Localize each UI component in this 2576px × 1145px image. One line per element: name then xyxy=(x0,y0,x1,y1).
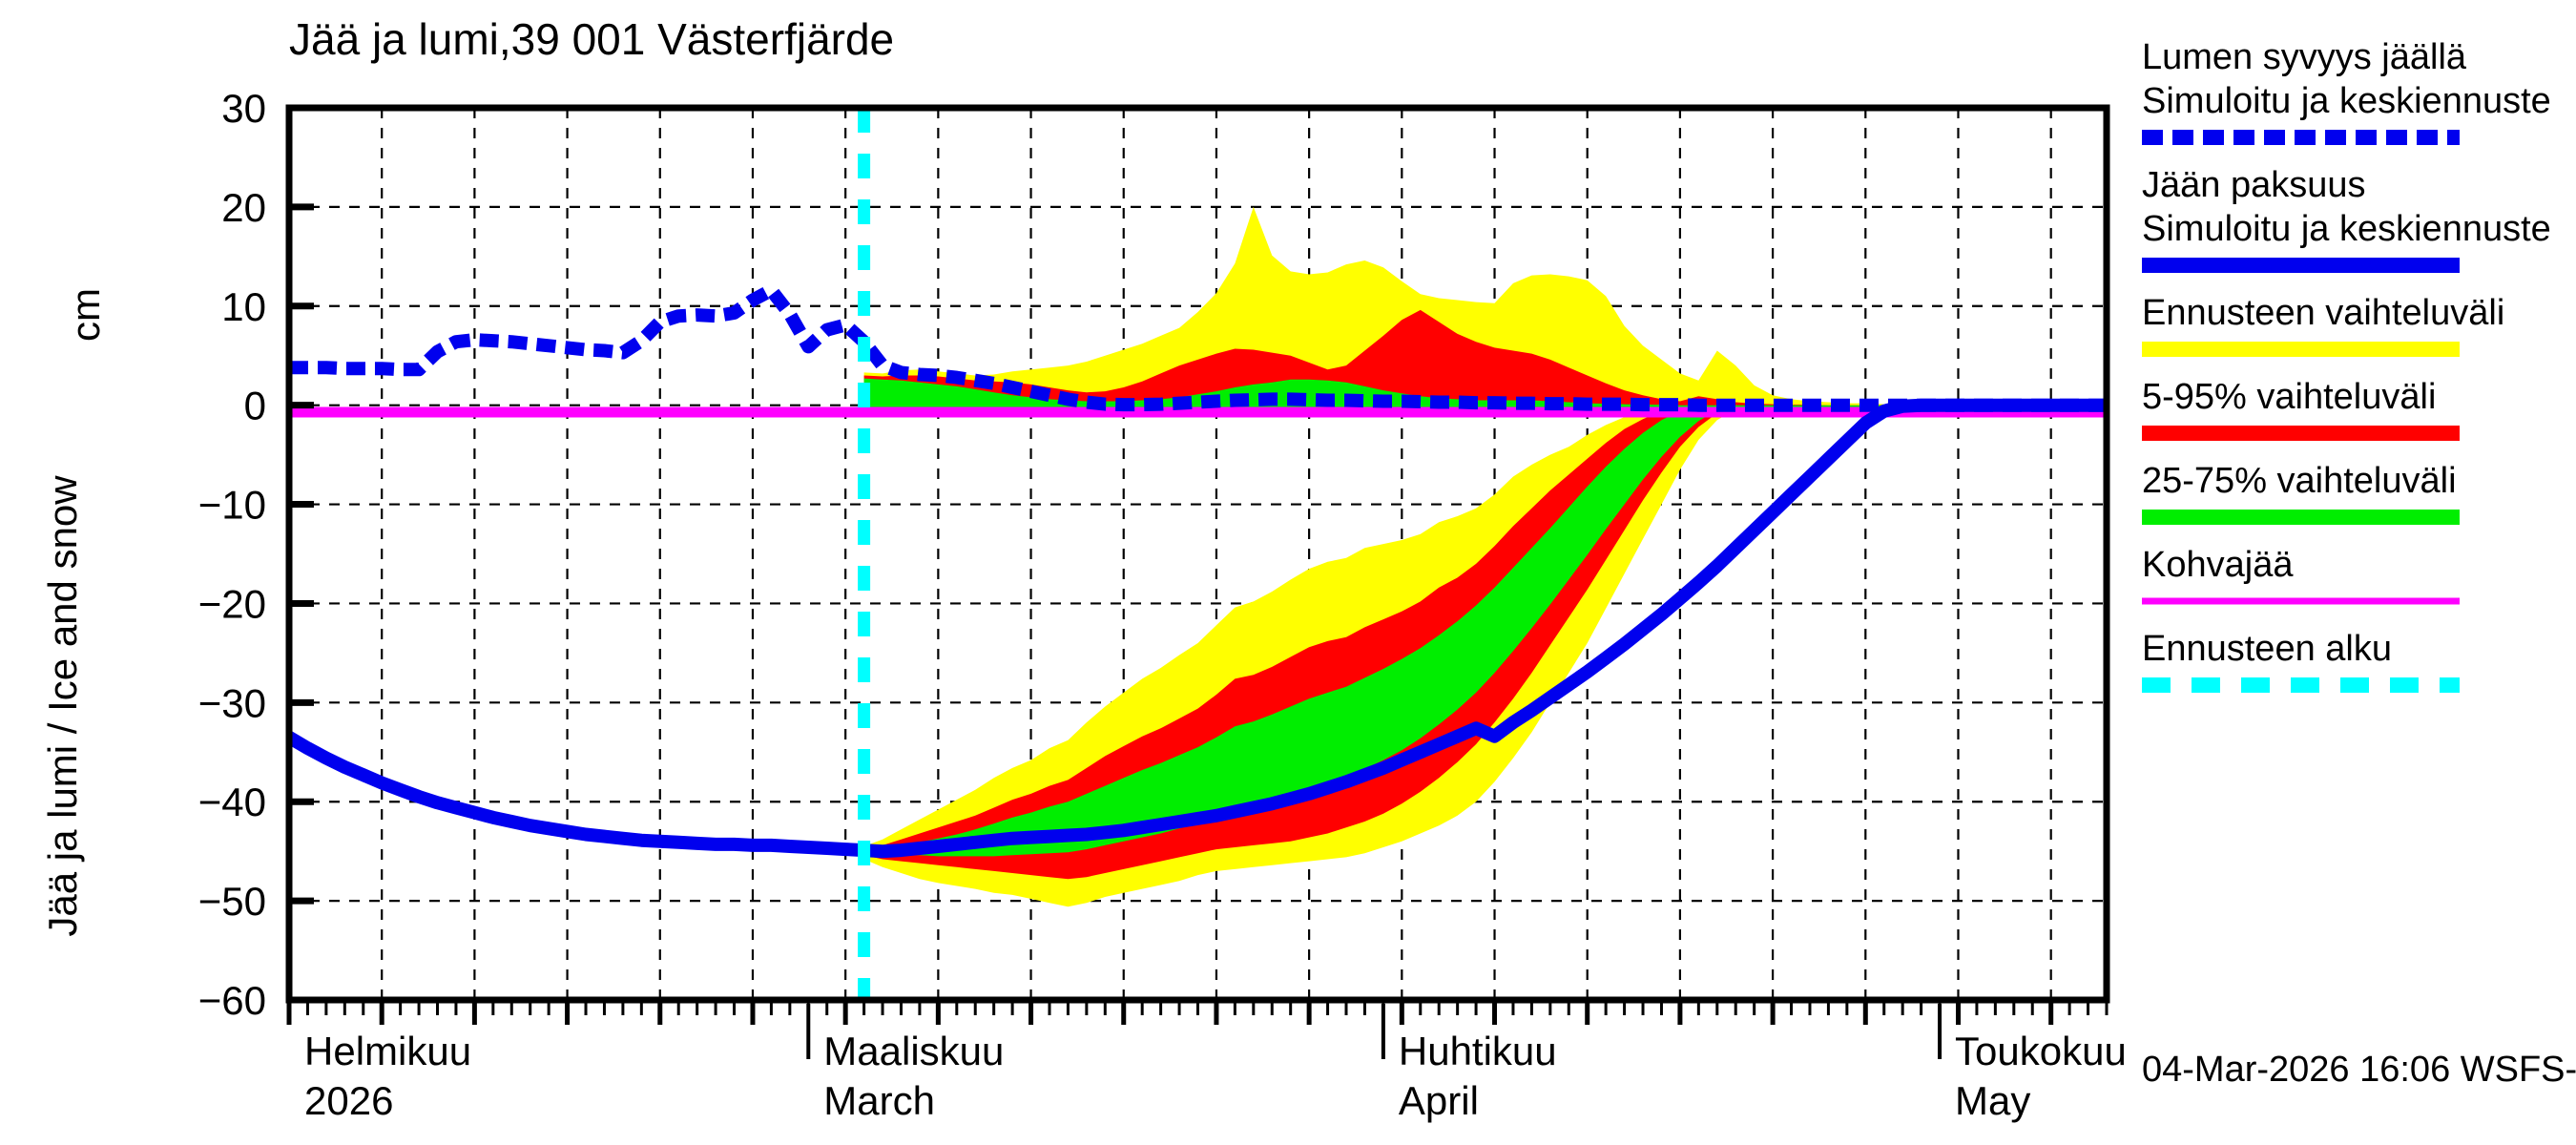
legend-subtitle: Simuloitu ja keskiennuste xyxy=(2142,209,2551,249)
snow-band xyxy=(863,206,2107,408)
legend-title: 5-95% vaihteluväli xyxy=(2142,377,2436,417)
legend-subtitle: Simuloitu ja keskiennuste xyxy=(2142,81,2551,121)
y-tick-label: −50 xyxy=(198,879,266,924)
footer-timestamp: 04-Mar-2026 16:06 WSFS-P xyxy=(2142,1050,2576,1090)
y-tick-label: 10 xyxy=(221,284,266,329)
legend-title: 25-75% vaihteluväli xyxy=(2142,461,2457,501)
y-axis-label: Jää ja lumi / Ice and snow cm xyxy=(40,288,108,937)
x-month-label-fi: Toukokuu xyxy=(1955,1029,2127,1073)
y-tick-label: 20 xyxy=(221,185,266,230)
page-title: Jää ja lumi,39 001 Västerfjärde xyxy=(289,14,894,64)
x-month-label-fi: Maaliskuu xyxy=(823,1029,1004,1073)
y-tick-label: −40 xyxy=(198,780,266,824)
legend-title: Jään paksuus xyxy=(2142,165,2366,205)
x-axis-ticks: Helmikuu 2026 Maaliskuu March Huhtikuu April T… xyxy=(286,1000,2127,1123)
series-lines xyxy=(285,283,2107,859)
ice-band xyxy=(863,405,1922,880)
x-month-label-fi: Helmikuu xyxy=(304,1029,471,1073)
x-month-label-fi: Huhtikuu xyxy=(1399,1029,1557,1073)
y-tick-label: −60 xyxy=(198,978,266,1023)
x-month-label-en: May xyxy=(1955,1078,2030,1123)
y-tick-label: 0 xyxy=(244,384,266,428)
y-tick-label: −30 xyxy=(198,680,266,725)
y-tick-label: −20 xyxy=(198,581,266,626)
legend-title: Ennusteen alku xyxy=(2142,629,2392,669)
x-month-label-en: 2026 xyxy=(304,1078,393,1123)
y-axis-unit: cm xyxy=(63,288,108,342)
y-tick-label: 30 xyxy=(221,86,266,131)
y-tick-label: −10 xyxy=(198,483,266,528)
x-month-label-en: March xyxy=(823,1078,935,1123)
series-line-1 xyxy=(285,398,2107,859)
snow-band xyxy=(863,309,2107,408)
y-axis-title: Jää ja lumi / Ice and snow xyxy=(40,475,85,937)
x-month-label-en: April xyxy=(1399,1078,1479,1123)
legend-title: Ennusteen vaihteluväli xyxy=(2142,293,2504,333)
legend-title: Lumen syvyys jäällä xyxy=(2142,37,2467,77)
y-axis-ticks: 30 20 10 0 −10 −20 −30 −40 −50 −60 xyxy=(198,86,314,1023)
series-line-0 xyxy=(289,283,2107,412)
legend-title: Kohvajää xyxy=(2142,545,2294,585)
